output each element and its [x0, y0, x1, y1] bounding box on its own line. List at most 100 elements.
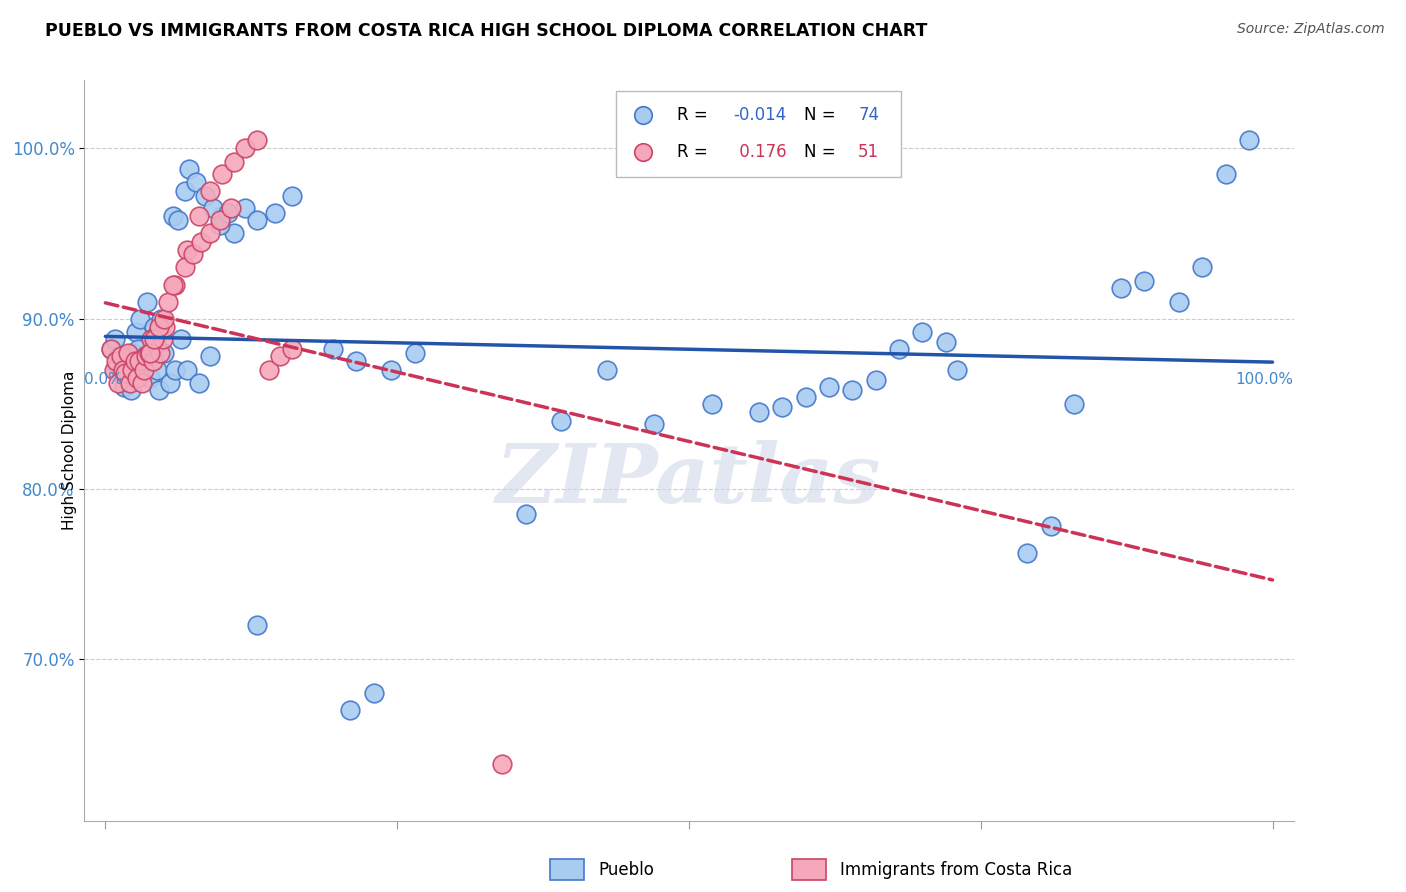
Point — [146, 325, 169, 339]
Point — [865, 373, 887, 387]
Point — [186, 175, 208, 189]
Point — [149, 345, 172, 359]
Point — [166, 212, 188, 227]
Point — [208, 218, 231, 232]
Point — [129, 311, 152, 326]
Point — [157, 294, 180, 309]
Point — [702, 397, 724, 411]
Point — [148, 383, 170, 397]
Text: -0.014: -0.014 — [734, 106, 787, 124]
Point — [143, 332, 166, 346]
Bar — [616, 91, 901, 177]
Point — [138, 371, 160, 385]
Point — [246, 618, 269, 632]
Point — [263, 206, 285, 220]
Point — [179, 161, 201, 176]
Point — [322, 342, 344, 356]
Point — [281, 189, 304, 203]
Text: Source: ZipAtlas.com: Source: ZipAtlas.com — [1237, 22, 1385, 37]
Point — [118, 366, 141, 380]
Text: 100.0%: 100.0% — [1236, 372, 1294, 387]
Point — [235, 201, 257, 215]
Point — [1133, 274, 1156, 288]
Point — [148, 320, 170, 334]
Point — [112, 379, 135, 393]
Point — [596, 362, 619, 376]
Point — [380, 362, 402, 376]
Point — [120, 383, 142, 397]
Point — [344, 354, 367, 368]
Point — [363, 686, 385, 700]
Point — [176, 244, 198, 258]
Point — [162, 210, 184, 224]
Point — [132, 362, 155, 376]
Point — [515, 508, 537, 522]
Point — [110, 349, 132, 363]
Point — [173, 184, 195, 198]
Point — [152, 332, 174, 346]
Point — [1039, 519, 1062, 533]
Point — [181, 247, 204, 261]
Text: Pueblo: Pueblo — [599, 862, 654, 880]
Point — [122, 345, 145, 359]
Point — [246, 212, 269, 227]
Point — [176, 362, 198, 376]
Point — [633, 221, 655, 235]
Point — [1109, 281, 1132, 295]
Point — [269, 349, 291, 363]
Point — [643, 417, 665, 431]
Point — [139, 332, 162, 346]
Point — [138, 345, 160, 359]
Point — [132, 362, 155, 376]
Point — [201, 201, 224, 215]
Text: Immigrants from Costa Rica: Immigrants from Costa Rica — [841, 862, 1073, 880]
Point — [194, 189, 217, 203]
Point — [127, 342, 149, 356]
Point — [100, 342, 122, 356]
Point — [935, 335, 957, 350]
Point — [138, 345, 160, 359]
Point — [200, 184, 222, 198]
Point — [281, 342, 304, 356]
Point — [187, 376, 209, 391]
Point — [887, 342, 910, 356]
Text: PUEBLO VS IMMIGRANTS FROM COSTA RICA HIGH SCHOOL DIPLOMA CORRELATION CHART: PUEBLO VS IMMIGRANTS FROM COSTA RICA HIG… — [45, 22, 928, 40]
Point — [222, 227, 245, 241]
Point — [1063, 397, 1085, 411]
Point — [170, 332, 193, 346]
Point — [152, 345, 174, 359]
Y-axis label: High School Diploma: High School Diploma — [62, 371, 77, 530]
Point — [131, 376, 153, 391]
Point — [107, 376, 129, 391]
Point — [150, 311, 173, 326]
Text: R =: R = — [676, 106, 713, 124]
Point — [911, 325, 934, 339]
Point — [108, 349, 131, 363]
Point — [1168, 294, 1191, 309]
Point — [136, 294, 159, 309]
Point — [100, 342, 122, 356]
Point — [125, 371, 148, 385]
FancyBboxPatch shape — [792, 859, 825, 880]
Point — [134, 349, 156, 363]
Point — [339, 703, 361, 717]
Point — [1237, 133, 1260, 147]
Point — [124, 354, 146, 368]
Point — [111, 362, 134, 376]
Point — [211, 210, 233, 224]
Text: N =: N = — [804, 106, 841, 124]
Text: 51: 51 — [858, 143, 879, 161]
Point — [190, 235, 212, 249]
Point — [200, 227, 222, 241]
Point — [946, 362, 969, 376]
Text: R =: R = — [676, 143, 713, 161]
Point — [246, 133, 269, 147]
Point — [145, 362, 167, 376]
Point — [153, 320, 176, 334]
Text: ZIPatlas: ZIPatlas — [496, 440, 882, 520]
Point — [121, 362, 143, 376]
Point — [104, 332, 127, 346]
Point — [104, 354, 127, 368]
Point — [200, 349, 222, 363]
Point — [222, 155, 245, 169]
